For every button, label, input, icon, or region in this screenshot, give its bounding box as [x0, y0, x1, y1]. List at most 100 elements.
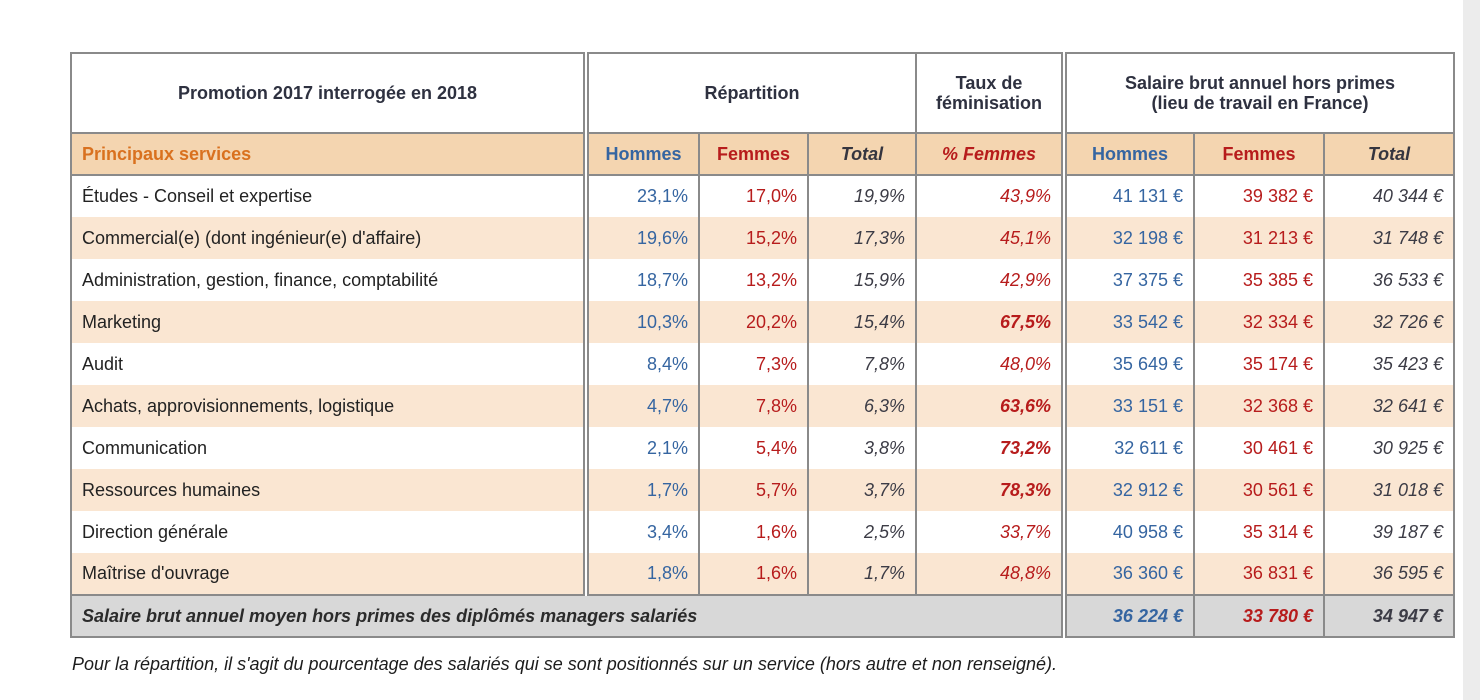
salaire-header-line1: Salaire brut annuel hors primes: [1124, 72, 1396, 93]
promotion-title-cell: Promotion 2017 interrogée en 2018: [71, 53, 586, 134]
summary-sal-total-cell: 34 947 €: [1323, 594, 1454, 637]
rep-hommes-cell: 8,4%: [583, 343, 699, 385]
sal-total-cell: 36 595 €: [1323, 553, 1454, 595]
rep-femmes-cell: 5,4%: [698, 427, 808, 469]
service-cell: Achats, approvisionnements, logistique: [82, 395, 395, 416]
rep-total-cell: 3,8%: [807, 427, 916, 469]
rep-total-cell: 2,5%: [807, 511, 916, 553]
sal-hommes-cell: 32 198 €: [1061, 217, 1194, 259]
table-row: Études - Conseil et expertise 23,1% 17,0…: [71, 175, 1454, 217]
sal-hommes-cell: 40 958 €: [1061, 511, 1194, 553]
principaux-services-header: Principaux services: [71, 133, 586, 176]
service-cell: Maîtrise d'ouvrage: [82, 563, 230, 584]
table-row: Commercial(e) (dont ingénieur(e) d'affai…: [71, 217, 1454, 259]
rep-femmes-cell: 5,7%: [698, 469, 808, 511]
table-row: Communication 2,1% 5,4% 3,8% 73,2% 32 61…: [71, 427, 1454, 469]
taux-cell: 67,5%: [915, 301, 1064, 343]
rep-hommes-cell: 10,3%: [583, 301, 699, 343]
rep-total-header: Total: [807, 133, 916, 176]
header-sub-row: Principaux services Hommes Femmes Total …: [71, 133, 1454, 176]
summary-sal-femmes-cell: 33 780 €: [1193, 594, 1324, 637]
taux-cell: 63,6%: [915, 385, 1064, 427]
service-cell: Ressources humaines: [82, 479, 261, 500]
sal-hommes-cell: 33 542 €: [1061, 301, 1194, 343]
rep-femmes-cell: 1,6%: [698, 553, 808, 595]
sal-hommes-cell: 41 131 €: [1061, 175, 1194, 217]
rep-hommes-cell: 2,1%: [583, 427, 699, 469]
taux-cell: 73,2%: [915, 427, 1064, 469]
sal-femmes-cell: 32 368 €: [1193, 385, 1324, 427]
sal-femmes-cell: 30 461 €: [1193, 427, 1324, 469]
repartition-group-header: Répartition: [583, 53, 916, 134]
sal-femmes-cell: 30 561 €: [1193, 469, 1324, 511]
table-row: Maîtrise d'ouvrage 1,8% 1,6% 1,7% 48,8% …: [71, 553, 1454, 595]
rep-hommes-header: Hommes: [583, 133, 699, 176]
service-cell: Études - Conseil et expertise: [82, 186, 313, 207]
sal-femmes-cell: 36 831 €: [1193, 553, 1324, 595]
rep-femmes-cell: 7,8%: [698, 385, 808, 427]
sal-total-cell: 31 748 €: [1323, 217, 1454, 259]
rep-hommes-cell: 19,6%: [583, 217, 699, 259]
taux-cell: 33,7%: [915, 511, 1064, 553]
rep-total-cell: 17,3%: [807, 217, 916, 259]
table-row: Marketing 10,3% 20,2% 15,4% 67,5% 33 542…: [71, 301, 1454, 343]
taux-cell: 43,9%: [915, 175, 1064, 217]
taux-feminisation-group-header: Taux de féminisation: [915, 53, 1064, 134]
taux-cell: 45,1%: [915, 217, 1064, 259]
sal-femmes-cell: 35 385 €: [1193, 259, 1324, 301]
sal-femmes-cell: 31 213 €: [1193, 217, 1324, 259]
service-cell: Communication: [82, 437, 208, 458]
service-cell: Commercial(e) (dont ingénieur(e) d'affai…: [82, 227, 422, 248]
taux-header-line1: Taux de: [955, 72, 1023, 93]
salary-table: Promotion 2017 interrogée en 2018 Répart…: [70, 52, 1455, 638]
header-group-row: Promotion 2017 interrogée en 2018 Répart…: [71, 53, 1454, 134]
rep-femmes-cell: 13,2%: [698, 259, 808, 301]
sal-hommes-cell: 36 360 €: [1061, 553, 1194, 595]
sal-hommes-cell: 32 912 €: [1061, 469, 1194, 511]
taux-cell: 78,3%: [915, 469, 1064, 511]
rep-hommes-cell: 1,8%: [583, 553, 699, 595]
rep-femmes-cell: 7,3%: [698, 343, 808, 385]
sal-femmes-header: Femmes: [1193, 133, 1324, 176]
service-cell: Direction générale: [82, 521, 229, 542]
salaire-header-line2: (lieu de travail en France): [1151, 93, 1369, 113]
service-cell: Administration, gestion, finance, compta…: [82, 269, 439, 290]
rep-femmes-cell: 20,2%: [698, 301, 808, 343]
rep-femmes-cell: 15,2%: [698, 217, 808, 259]
rep-total-cell: 1,7%: [807, 553, 916, 595]
sal-femmes-cell: 35 314 €: [1193, 511, 1324, 553]
sal-total-cell: 32 641 €: [1323, 385, 1454, 427]
summary-label-cell: Salaire brut annuel moyen hors primes de…: [71, 594, 1064, 637]
table-row: Direction générale 3,4% 1,6% 2,5% 33,7% …: [71, 511, 1454, 553]
rep-femmes-cell: 17,0%: [698, 175, 808, 217]
rep-femmes-header: Femmes: [698, 133, 808, 176]
sal-hommes-cell: 35 649 €: [1061, 343, 1194, 385]
summary-sal-hommes-cell: 36 224 €: [1061, 594, 1194, 637]
table-row: Achats, approvisionnements, logistique 4…: [71, 385, 1454, 427]
sal-hommes-cell: 32 611 €: [1061, 427, 1194, 469]
sal-femmes-cell: 39 382 €: [1193, 175, 1324, 217]
service-cell: Audit: [82, 353, 124, 374]
sal-hommes-cell: 33 151 €: [1061, 385, 1194, 427]
sal-total-cell: 39 187 €: [1323, 511, 1454, 553]
sal-total-cell: 30 925 €: [1323, 427, 1454, 469]
sal-femmes-cell: 32 334 €: [1193, 301, 1324, 343]
summary-row: Salaire brut annuel moyen hors primes de…: [71, 594, 1454, 637]
rep-hommes-cell: 3,4%: [583, 511, 699, 553]
rep-total-cell: 7,8%: [807, 343, 916, 385]
sal-total-cell: 31 018 €: [1323, 469, 1454, 511]
sal-hommes-cell: 37 375 €: [1061, 259, 1194, 301]
salary-table-container: Promotion 2017 interrogée en 2018 Répart…: [70, 52, 1455, 638]
rep-hommes-cell: 23,1%: [583, 175, 699, 217]
table-row: Audit 8,4% 7,3% 7,8% 48,0% 35 649 € 35 1…: [71, 343, 1454, 385]
sal-total-cell: 35 423 €: [1323, 343, 1454, 385]
rep-femmes-cell: 1,6%: [698, 511, 808, 553]
taux-cell: 42,9%: [915, 259, 1064, 301]
table-row: Administration, gestion, finance, compta…: [71, 259, 1454, 301]
rep-hommes-cell: 1,7%: [583, 469, 699, 511]
sal-total-cell: 36 533 €: [1323, 259, 1454, 301]
rep-hommes-cell: 4,7%: [583, 385, 699, 427]
pct-femmes-header: % Femmes: [915, 133, 1064, 176]
table-row: Ressources humaines 1,7% 5,7% 3,7% 78,3%…: [71, 469, 1454, 511]
service-cell: Marketing: [82, 311, 162, 332]
